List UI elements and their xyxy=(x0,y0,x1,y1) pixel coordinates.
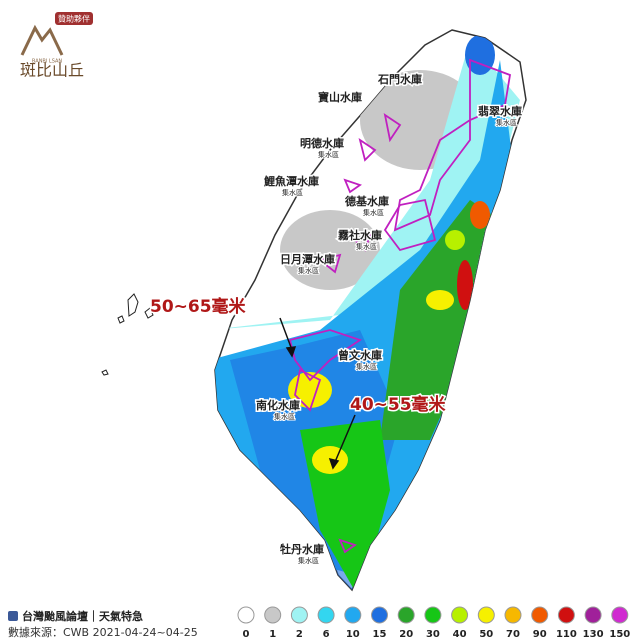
reservoir-sub: 集水區 xyxy=(356,242,377,251)
legend: 0 1 2 6 10 15 20 30 40 50 70 90 110 130 150 xyxy=(237,606,630,640)
logo-icon xyxy=(20,24,64,56)
legend-swatch xyxy=(424,606,442,624)
legend-label: 40 xyxy=(453,629,467,640)
legend-label: 10 xyxy=(346,629,360,640)
footer: 台灣颱風論壇｜天氣特急 數據來源：CWB 2021-04-24~04-25 xyxy=(8,609,198,639)
reservoir-sub: 集水區 xyxy=(363,208,384,217)
legend-label: 2 xyxy=(296,629,303,640)
legend-label: 130 xyxy=(583,629,604,640)
logo: 贊助夥伴 BANBI LSAN 斑比山丘 xyxy=(20,12,93,80)
legend-swatch xyxy=(531,606,549,624)
legend-label: 30 xyxy=(426,629,440,640)
reservoir-name: 牡丹水庫 xyxy=(280,542,324,556)
legend-label: 70 xyxy=(506,629,520,640)
reservoir-sub: 集水區 xyxy=(298,556,319,565)
legend-label: 110 xyxy=(556,629,577,640)
legend-label: 90 xyxy=(533,629,547,640)
reservoir-sub: 集水區 xyxy=(318,150,339,159)
annotation-arrows xyxy=(279,317,356,470)
legend-label: 0 xyxy=(243,629,250,640)
annotation: 40~55毫米 xyxy=(350,394,447,415)
legend-swatch xyxy=(317,606,335,624)
reservoir-sub: 集水區 xyxy=(298,266,319,275)
legend-swatch xyxy=(584,606,602,624)
reservoir-name: 寶山水庫 xyxy=(318,90,362,104)
footer-title: 台灣颱風論壇｜天氣特急 xyxy=(22,609,143,623)
reservoir-sub: 集水區 xyxy=(282,188,303,197)
brand: 斑比山丘 xyxy=(20,61,84,80)
reservoir-name: 霧社水庫 xyxy=(338,228,382,242)
catchment-boundaries xyxy=(288,58,512,554)
legend-swatch xyxy=(477,606,495,624)
badge-bg xyxy=(55,12,93,25)
reservoir-name: 明德水庫 xyxy=(300,136,344,150)
reservoir-sub: 集水區 xyxy=(356,362,377,371)
legend-label: 1 xyxy=(269,629,276,640)
legend-swatch xyxy=(504,606,522,624)
reservoir-name: 鯉魚潭水庫 xyxy=(264,174,319,188)
islands xyxy=(101,293,154,376)
legend-swatch xyxy=(237,606,255,624)
legend-swatch xyxy=(264,606,282,624)
legend-swatch xyxy=(290,606,308,624)
brand-en: BANBI LSAN xyxy=(32,59,63,65)
legend-label: 6 xyxy=(323,629,330,640)
reservoir-name: 石門水庫 xyxy=(377,72,422,86)
reservoir-name: 日月潭水庫 xyxy=(280,252,335,266)
legend-label: 20 xyxy=(399,629,413,640)
legend-swatch xyxy=(611,606,629,624)
legend-swatch xyxy=(397,606,415,624)
legend-label: 150 xyxy=(609,629,630,640)
fb-icon xyxy=(8,611,18,621)
reservoir-name: 南化水庫 xyxy=(256,398,300,412)
legend-label: 50 xyxy=(479,629,493,640)
reservoir-name: 德基水庫 xyxy=(344,194,389,208)
reservoir-labels: 石門水庫寶山水庫翡翠水庫集水區明德水庫集水區鯉魚潭水庫集水區德基水庫集水區霧社水… xyxy=(255,71,524,567)
reservoir-sub: 集水區 xyxy=(496,118,517,127)
legend-swatch xyxy=(451,606,469,624)
badge: 贊助夥伴 xyxy=(58,14,90,24)
legend-swatch xyxy=(557,606,575,624)
annotation: 50~65毫米 xyxy=(150,296,247,317)
footer-source: 數據來源：CWB 2021-04-24~04-25 xyxy=(8,625,198,639)
legend-label: 15 xyxy=(373,629,387,640)
legend-swatch xyxy=(344,606,362,624)
reservoir-name: 翡翠水庫 xyxy=(478,104,522,118)
reservoir-name: 曾文水庫 xyxy=(338,348,382,362)
reservoir-sub: 集水區 xyxy=(274,412,295,421)
legend-swatch xyxy=(371,606,388,624)
